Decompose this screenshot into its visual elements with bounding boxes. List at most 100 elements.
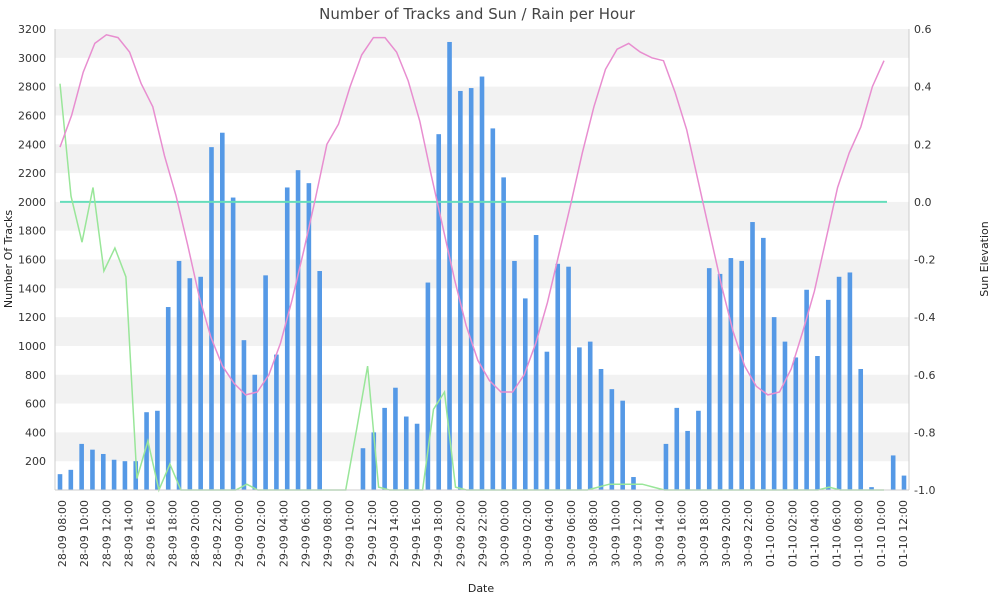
track-bar [68,469,74,490]
x-tick-label: 29-09 08:00 [322,500,335,567]
y2-tick-label: 0.4 [914,81,932,94]
x-tick-label: 29-09 20:00 [454,500,467,567]
x-tick-label: 30-09 16:00 [676,500,689,567]
track-bar [393,387,398,490]
x-tick-label: 28-09 14:00 [122,500,135,567]
x-tick-label: 29-09 10:00 [344,500,357,567]
track-bar [198,276,203,490]
y-tick-label: 2800 [18,81,46,94]
track-bar [685,430,690,490]
track-bar [187,278,193,490]
track-bar [176,260,182,490]
track-bar [122,461,128,490]
y-tick-label: 3000 [18,52,46,65]
track-bar [371,432,377,491]
y-axis-ticks: 200 400 600 800 1000 1200 1400 1600 1800 2000 2200… [18,23,46,468]
track-bar [836,276,842,490]
track-bar [620,400,625,490]
track-bar [100,453,106,490]
track-bar [79,443,84,490]
track-bar [458,90,463,490]
track-bar [663,443,669,490]
track-bar [555,263,561,490]
track-bar [522,298,528,490]
track-bar [739,260,744,490]
y-tick-label: 2200 [18,167,46,180]
track-bar [57,474,63,490]
y-tick-label: 800 [25,369,46,382]
x-tick-label: 28-09 22:00 [211,500,224,567]
track-bar [815,356,820,490]
track-bar [858,368,864,490]
track-bar [165,307,171,490]
x-tick-label: 01-10 04:00 [809,500,822,567]
grid-band [55,29,909,58]
track-bar [490,128,496,490]
x-tick-label: 30-09 02:00 [521,500,534,567]
x-tick-label: 30-09 18:00 [698,500,711,567]
x-tick-label: 28-09 12:00 [100,500,113,567]
track-bar [674,407,680,490]
track-bar [306,183,312,490]
y2-tick-label: -1.0 [914,484,935,497]
track-bars [57,41,907,491]
y-tick-label: 2000 [18,196,46,209]
y2-axis-ticks: 0.6 0.4 0.2 0.0 -0.2 -0.4 -0.6 -0.8 -1.0 [914,23,935,497]
track-bar [901,475,907,490]
x-tick-label: 30-09 12:00 [631,500,644,567]
track-bar [696,410,701,490]
track-bar [609,389,615,490]
x-axis-title: Date [468,582,495,595]
track-bar [761,237,766,490]
track-bar [587,341,593,490]
track-bar [263,275,268,490]
y2-axis-title: Sun Elevation [978,221,991,297]
track-bar [220,132,225,490]
x-tick-label: 29-09 00:00 [233,500,246,567]
x-tick-label: 28-09 10:00 [78,500,91,567]
y2-tick-label: 0.2 [914,138,932,151]
track-bar [436,134,442,491]
x-tick-label: 28-09 08:00 [56,500,69,567]
track-bar [90,449,95,490]
track-bar [728,258,734,490]
y-tick-label: 200 [25,455,46,468]
track-bar [793,357,799,490]
y2-tick-label: -0.8 [914,426,935,439]
track-bar [706,268,712,490]
track-bar [155,410,160,490]
track-bar [782,341,788,490]
x-tick-label: 29-09 06:00 [299,500,312,567]
x-tick-label: 29-09 22:00 [477,500,490,567]
y-axis-title: Number Of Tracks [2,210,15,308]
track-bar [804,289,809,490]
track-bar [230,197,236,491]
y-tick-label: 3200 [18,23,46,36]
track-bar [544,351,550,490]
x-tick-label: 01-10 06:00 [831,500,844,567]
y-tick-label: 2400 [18,138,46,151]
axes [54,29,910,491]
x-tick-label: 29-09 14:00 [388,500,401,567]
track-bar [468,88,474,490]
y-tick-label: 1000 [18,340,46,353]
track-bar [274,354,279,490]
y2-tick-label: 0.0 [914,196,932,209]
track-bar [717,273,723,490]
track-bar [295,170,301,490]
x-tick-label: 29-09 16:00 [410,500,423,567]
x-tick-label: 28-09 20:00 [189,500,202,567]
x-tick-label: 01-10 00:00 [764,500,777,567]
track-bar [317,271,322,490]
y2-tick-label: -0.6 [914,369,935,382]
x-tick-label: 29-09 02:00 [255,500,268,567]
x-tick-label: 30-09 04:00 [543,500,556,567]
track-bar [533,235,539,490]
x-tick-label: 01-10 10:00 [875,500,888,567]
x-tick-label: 01-10 02:00 [786,500,799,567]
x-tick-label: 30-09 14:00 [654,500,667,567]
track-bar [598,368,604,490]
y2-tick-label: 0.6 [914,23,932,36]
track-bar [566,266,571,490]
